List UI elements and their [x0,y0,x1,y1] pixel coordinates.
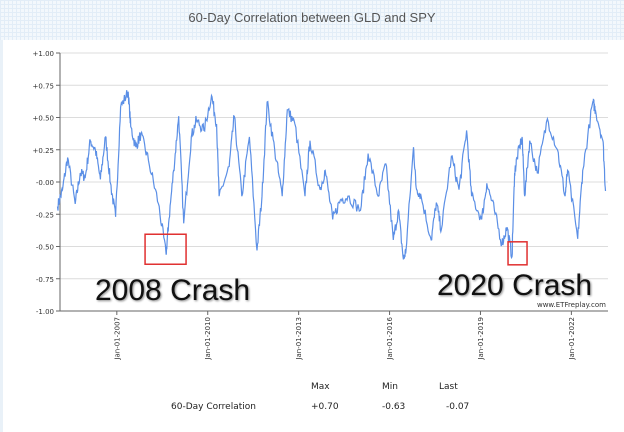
crash-highlight-box [507,241,528,266]
stats-min-value: -0.63 [382,402,406,412]
crash-annotation-label: 2008 Crash [95,274,250,307]
stats-last-value: -0.07 [446,402,470,412]
y-tick-label: -0.00 [36,179,54,187]
stats-max-value: +0.70 [311,402,339,412]
x-tick-label: Jan-01-2016 [386,316,394,360]
stats-header-last: Last [439,382,458,392]
watermark: www.ETFreplay.com [537,301,606,309]
y-tick-label: -0.50 [36,244,54,252]
y-tick-label: -0.75 [36,276,54,284]
side-background [0,40,3,432]
y-tick-label: +0.50 [33,115,54,123]
chart-title: 60-Day Correlation between GLD and SPY [188,10,436,25]
correlation-line [56,90,607,260]
y-tick-label: -1.00 [36,308,54,316]
x-tick-label: Jan-01-2010 [204,317,212,361]
stats-row-label: 60-Day Correlation [171,402,256,412]
stats-header-min: Min [382,382,398,392]
crash-highlight-box [144,233,187,265]
header-background [0,0,624,40]
crash-annotation-label: 2020 Crash [437,269,592,302]
x-tick-label: Jan-01-2007 [113,317,121,361]
x-tick-label: Jan-01-2022 [568,317,576,361]
x-tick-label: Jan-01-2019 [477,317,485,361]
y-tick-label: +0.75 [33,82,54,90]
stats-header-max: Max [311,382,330,392]
y-tick-label: +0.25 [33,147,54,155]
y-tick-label: -0.25 [36,211,54,219]
y-tick-label: +1.00 [33,50,54,58]
x-tick-label: Jan-01-2013 [295,317,303,361]
